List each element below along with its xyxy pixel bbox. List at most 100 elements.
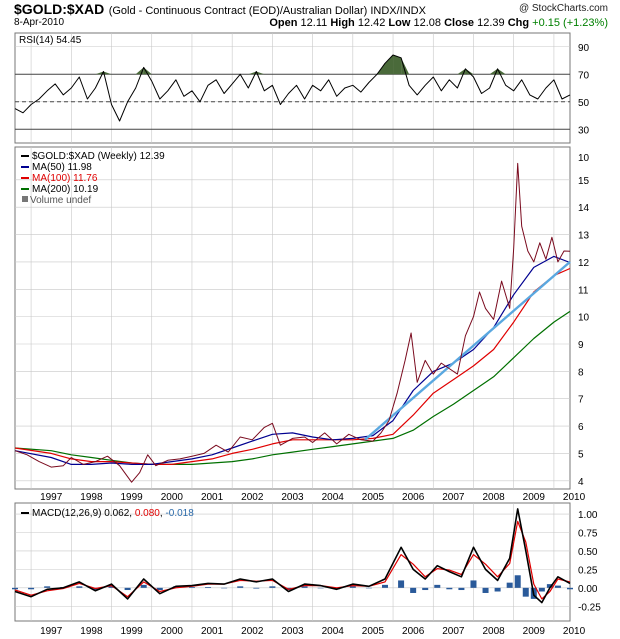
macd-hist-bar	[446, 587, 453, 590]
close-value: 12.39	[477, 17, 505, 29]
macd-hist-bar	[28, 587, 35, 590]
ma100-line	[14, 267, 571, 465]
macd-hist-bar	[514, 575, 521, 588]
high-label: High	[330, 17, 355, 29]
macd-hist-bar	[554, 585, 561, 588]
symbol-title: $GOLD:$XAD	[14, 1, 105, 17]
rsi-legend: RSI(14) 54.45	[19, 35, 82, 46]
macd-hist-bar	[410, 587, 417, 593]
macd-hist-bar	[108, 586, 115, 588]
macd-hist-bar	[12, 587, 18, 590]
low-value: 12.08	[413, 17, 442, 29]
price-xtick: 1998	[80, 492, 103, 503]
macd-xtick: 2006	[402, 626, 425, 637]
macd-xtick: 2003	[281, 626, 304, 637]
macd-hist-bar	[538, 587, 545, 592]
macd-ytick: 1.00	[578, 510, 598, 521]
price-xtick: 1999	[121, 492, 144, 503]
price-ytick: 13	[578, 231, 590, 242]
macd-hist-bar	[398, 580, 405, 588]
price-ytick: 5	[578, 449, 584, 460]
macd-hist-bar	[237, 586, 244, 588]
open-value: 12.11	[300, 17, 328, 29]
macd-xtick: 1998	[80, 626, 103, 637]
rsi-overbought-fill	[401, 57, 410, 75]
rsi-ytick: 90	[578, 43, 590, 54]
chg-label: Chg	[507, 17, 530, 29]
price-ytick: 15	[578, 176, 590, 187]
macd-hist-bar	[506, 582, 513, 588]
price-xtick: 2002	[241, 492, 264, 503]
macd-frame	[14, 502, 571, 622]
macd-hist-bar	[470, 580, 477, 588]
price-xtick: 2004	[322, 492, 345, 503]
macd-ytick: 0.25	[578, 565, 598, 576]
chg-value: +0.15 (+1.23%)	[532, 17, 608, 29]
rsi-overbought-fill	[385, 55, 394, 75]
symbol-description: (Gold - Continuous Contract (EOD)/Austra…	[108, 5, 426, 17]
price-xtick: 2010	[563, 492, 586, 503]
macd-ytick: 0.50	[578, 547, 598, 558]
ohlc-summary: Open 12.11 High 12.42 Low 12.08 Close 12…	[269, 17, 608, 29]
macd-ytick: 0.00	[578, 584, 598, 595]
rsi-overbought-fill	[465, 68, 474, 75]
rsi-ytick: 50	[578, 98, 590, 109]
price-ytick: 14	[578, 203, 590, 214]
macd-hist-bar	[522, 587, 529, 597]
rsi-ytick: 30	[578, 125, 590, 136]
price-xtick: 2008	[482, 492, 505, 503]
macd-line	[14, 508, 571, 604]
price-panel: 15 14 13 12 11 10 9 8 7 6 5 4 $GOLD:$XAD (Weekly) 1…	[14, 146, 590, 490]
low-label: Low	[388, 17, 411, 29]
price-xtick: 2009	[523, 492, 546, 503]
price-xtick: 2000	[161, 492, 184, 503]
macd-hist-bar	[349, 586, 356, 588]
macd-hist-bar	[156, 587, 163, 591]
macd-hist-bar	[365, 587, 372, 589]
quote-date: 8-Apr-2010	[14, 17, 65, 28]
macd-hist-bar	[140, 584, 147, 588]
macd-hist-bar	[221, 587, 228, 589]
macd-legend: MACD(12,26,9) 0.062, 0.080, -0.018	[21, 508, 194, 519]
macd-panel: 1.00 0.75 0.50 0.25 0.00 -0.25 MACD(12,26,9) …	[12, 502, 601, 622]
macd-ytick: -0.25	[578, 602, 601, 613]
price-ytick: 6	[578, 422, 584, 433]
macd-hist-bar	[269, 586, 276, 588]
macd-hist-bar	[188, 587, 195, 588]
chart-header: $GOLD:$XAD (Gold - Continuous Contract (…	[14, 1, 614, 31]
macd-xtick: 2004	[322, 626, 345, 637]
rsi-overbought-fill	[95, 71, 104, 75]
macd-xtick: 2010	[563, 626, 586, 637]
price-xtick: 2001	[201, 492, 224, 503]
macd-hist-bar	[205, 587, 212, 588]
macd-hist-bar	[434, 584, 441, 588]
macd-xtick: 2005	[362, 626, 385, 637]
rsi-frame	[14, 32, 571, 144]
macd-xtick: 2007	[442, 626, 465, 637]
macd-xtick: 2001	[201, 626, 224, 637]
ma200-line	[14, 310, 571, 465]
macd-xtick: 1999	[121, 626, 144, 637]
rsi-panel: 90 70 50 30 10 RSI(14) 54.45	[14, 32, 590, 164]
macd-xtick: 2002	[241, 626, 264, 637]
macd-signal-value: 0.080	[135, 508, 160, 519]
close-label: Close	[444, 17, 475, 29]
macd-hist-bar	[253, 587, 260, 589]
rsi-line	[14, 54, 571, 122]
macd-xtick: 1997	[40, 626, 63, 637]
legend-ma100: MA(100) 11.76	[32, 173, 98, 184]
macd-hist-bar	[76, 586, 83, 588]
rsi-ytick: 10	[578, 153, 590, 164]
legend-volume: Volume undef	[30, 195, 91, 206]
price-ytick: 7	[578, 395, 584, 406]
macd-legend-text: MACD(12,26,9) 0.062, 0.080, -0.018	[32, 508, 194, 519]
macd-xtick: 2008	[482, 626, 505, 637]
macd-hist-value: -0.018	[165, 508, 194, 519]
macd-xtick: 2000	[161, 626, 184, 637]
price-ytick: 11	[578, 285, 589, 296]
open-label: Open	[269, 17, 298, 29]
price-frame	[14, 146, 571, 490]
rsi-overbought-fill	[256, 71, 265, 75]
trendline	[364, 260, 571, 441]
